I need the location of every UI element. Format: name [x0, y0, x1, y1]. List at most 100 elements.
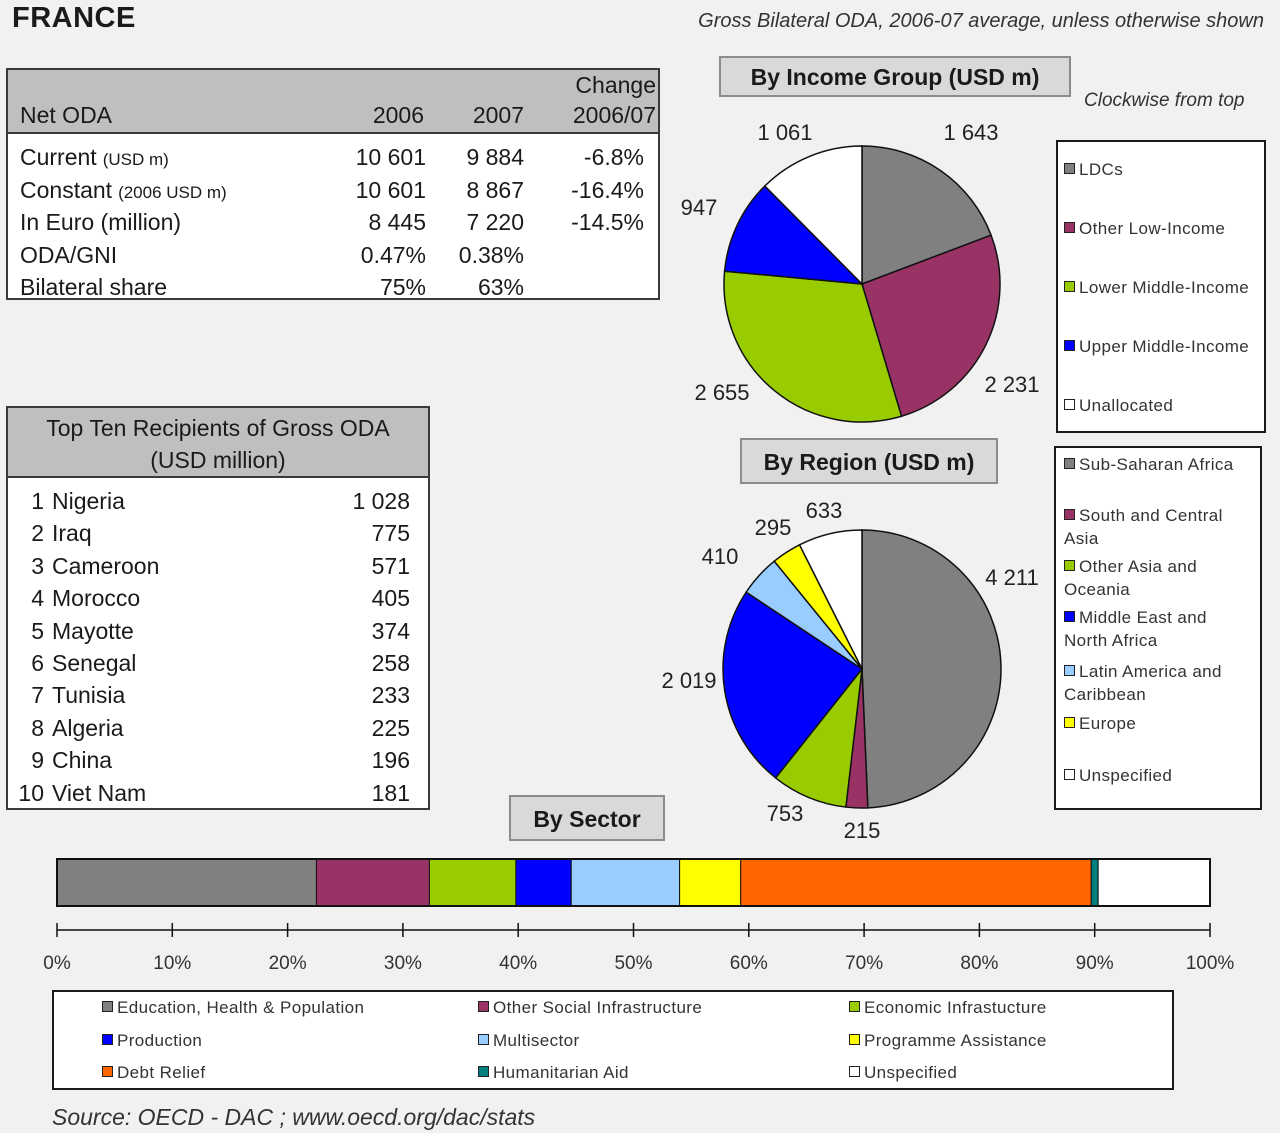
sector-bar-segment	[428, 858, 517, 907]
sector-tick-label: 100%	[1186, 953, 1235, 974]
oda-cell-v2006: 0.47%	[360, 241, 426, 268]
legend-label: Sub-Saharan Africa	[1079, 455, 1234, 474]
recipient-name: Algeria	[52, 714, 124, 741]
oda-row-label: In Euro (million)	[20, 209, 182, 235]
oda-cell-v2006: 75%	[379, 274, 426, 300]
legend-item: Middle East and North Africa	[1064, 606, 1234, 652]
sector-legend-item: Production	[102, 1029, 422, 1052]
col-change-line1: Change	[575, 72, 656, 98]
recipient-rank: 10	[18, 779, 44, 806]
region-chart-title: By Region (USD m)	[740, 438, 998, 484]
recipient-name: Senegal	[52, 650, 137, 676]
pie-data-label: 2 019	[661, 668, 716, 693]
recipient-name: China	[52, 747, 113, 774]
legend-item: LDCs	[1064, 158, 1254, 181]
recipient-rank: 5	[31, 617, 44, 644]
sector-bar-segment	[1090, 858, 1099, 907]
top-ten-title-line2: (USD million)	[150, 447, 286, 473]
legend-label: Unspecified	[864, 1063, 958, 1082]
recipient-value: 405	[371, 585, 410, 612]
sector-tick-label: 60%	[730, 953, 768, 974]
sector-bar-segment	[515, 858, 572, 907]
pie-slice-other-low-income	[861, 234, 1001, 418]
legend-swatch	[1064, 717, 1075, 728]
pie-data-label: 633	[806, 498, 843, 523]
oda-row-label: ODA/GNI	[20, 241, 118, 268]
legend-swatch	[478, 1033, 489, 1045]
sector-legend-item: Other Social Infrastructure	[478, 996, 798, 1019]
recipient-rank: 4	[31, 585, 44, 612]
pie-data-label: 753	[767, 801, 804, 826]
recipient-value: 775	[371, 520, 410, 547]
pie-data-label: 295	[755, 515, 792, 540]
net-oda-header: Net ODA 2006 2007 Change 2006/07	[8, 70, 658, 134]
legend-swatch	[1064, 611, 1075, 622]
oda-row-unit: (USD m)	[102, 150, 169, 169]
oda-cell-v2006: 10 601	[355, 144, 426, 170]
sector-bar-outline	[56, 858, 1211, 907]
oda-cell-change: -16.4%	[571, 176, 644, 203]
recipient-value: 196	[371, 747, 410, 774]
oda-cell-v2006: 8 445	[368, 209, 426, 235]
legend-label: Education, Health & Population	[117, 998, 365, 1017]
recipient-rank: 6	[31, 650, 44, 676]
sector-legend-item: Multisector	[478, 1029, 798, 1052]
sector-legend-item: Humanitarian Aid	[478, 1061, 798, 1084]
top-ten-header: Top Ten Recipients of Gross ODA (USD mil…	[8, 408, 428, 478]
legend-swatch	[849, 1033, 860, 1045]
pie-data-label: 215	[844, 818, 881, 843]
legend-item: Other Low-Income	[1064, 217, 1254, 240]
recipient-value: 181	[371, 779, 410, 806]
recipient-rank: 8	[31, 714, 44, 741]
recipient-value: 225	[371, 714, 410, 741]
income-legend: LDCs Other Low-Income Lower Middle-Income U…	[1056, 140, 1266, 433]
sector-tick-label: 50%	[614, 953, 652, 974]
net-oda-table: Net ODA 2006 2007 Change 2006/07 Current…	[6, 68, 660, 300]
legend-label: Lower Middle-Income	[1079, 278, 1250, 297]
source-note: Source: OECD - DAC ; www.oecd.org/dac/st…	[52, 1104, 536, 1130]
sector-bar-segment	[1097, 858, 1211, 907]
legend-item: Europe	[1064, 712, 1254, 735]
legend-label: Economic Infrastucture	[864, 998, 1047, 1017]
sector-tick-label: 90%	[1076, 953, 1114, 974]
legend-swatch	[1064, 560, 1075, 571]
recipient-value: 571	[371, 552, 410, 579]
legend-label: Programme Assistance	[864, 1030, 1047, 1050]
oda-row-label: Bilateral share	[20, 274, 168, 300]
pie-data-label: 1 061	[757, 120, 812, 145]
oda-cell-v2006: 10 601	[355, 176, 426, 203]
oda-cell-change: -6.8%	[583, 144, 644, 170]
sector-tick-label: 40%	[499, 953, 537, 974]
legend-label: Debt Relief	[117, 1063, 206, 1082]
net-oda-title: Net ODA	[20, 102, 113, 128]
recipient-rank: 3	[31, 552, 44, 579]
legend-swatch	[102, 1033, 113, 1045]
recipient-name: Iraq	[52, 520, 92, 547]
oda-cell-v2007: 9 884	[466, 144, 524, 170]
recipient-rank: 1	[31, 488, 44, 514]
recipient-name: Cameroon	[52, 552, 160, 579]
pie-slice-ldcs	[861, 145, 993, 286]
sector-tick-label: 80%	[960, 953, 998, 974]
legend-swatch	[1064, 222, 1075, 233]
col-2007: 2007	[472, 102, 524, 128]
pie-slice-lower-middle-income	[723, 270, 903, 423]
legend-label: Production	[117, 1030, 203, 1050]
legend-label: Other Social Infrastructure	[493, 998, 703, 1017]
oda-cell-v2007: 63%	[477, 274, 524, 300]
legend-swatch	[1064, 509, 1075, 520]
col-change-line2: 2006/07	[572, 102, 656, 128]
legend-label: South and Central Asia	[1064, 506, 1223, 548]
legend-swatch	[102, 1001, 113, 1012]
legend-label: Unallocated	[1079, 396, 1174, 415]
sector-legend-item: Education, Health & Population	[102, 996, 422, 1019]
legend-swatch	[478, 1001, 489, 1012]
legend-swatch	[1064, 163, 1075, 174]
sector-bar-segment	[570, 858, 681, 907]
recipient-name: Tunisia	[52, 682, 126, 709]
recipient-name: Viet Nam	[52, 779, 147, 806]
legend-item: Latin America and Caribbean	[1064, 660, 1244, 706]
recipient-value: 233	[371, 682, 410, 709]
oda-cell-v2007: 0.38%	[458, 241, 524, 268]
legend-label: Latin America and Caribbean	[1064, 662, 1222, 704]
